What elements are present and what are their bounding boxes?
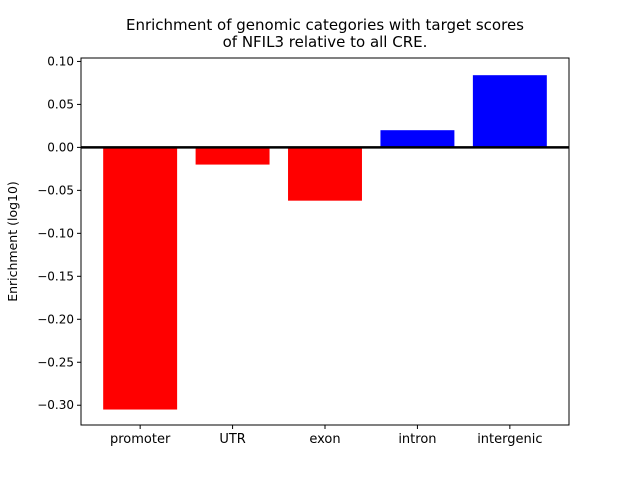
y-tick-label: −0.05: [37, 183, 74, 197]
bar-exon: [288, 147, 362, 201]
y-tick-label: 0.05: [47, 97, 74, 111]
bar-intergenic: [472, 75, 547, 148]
y-tick-label: −0.30: [37, 398, 74, 412]
x-tick-label-exon: exon: [309, 432, 340, 447]
x-tick-label-promoter: promoter: [110, 432, 171, 447]
y-tick-label: −0.25: [37, 355, 74, 369]
x-tick-label-UTR: UTR: [219, 432, 246, 447]
x-tick-label-intron: intron: [398, 432, 436, 447]
y-tick-label: −0.10: [37, 226, 74, 240]
bar-intron: [380, 130, 455, 148]
y-tick-label: −0.20: [37, 312, 74, 326]
chart-title-line-1: Enrichment of genomic categories with ta…: [126, 16, 524, 34]
y-tick-label: 0.10: [47, 54, 74, 68]
chart-title-line-2: of NFIL3 relative to all CRE.: [223, 33, 428, 51]
bar-promoter: [103, 147, 178, 410]
x-tick-label-intergenic: intergenic: [477, 432, 542, 447]
y-tick-label: 0.00: [47, 140, 74, 154]
bar-UTR: [195, 147, 270, 165]
y-tick-label: −0.15: [37, 269, 74, 283]
y-axis-label: Enrichment (log10): [5, 181, 20, 302]
